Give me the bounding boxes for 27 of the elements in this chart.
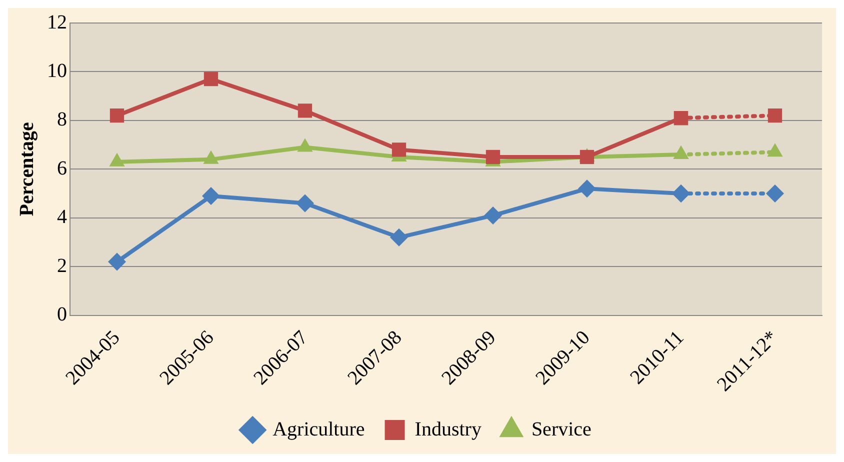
point [204, 72, 218, 86]
y-tick-label: 12 [47, 11, 67, 34]
point [486, 150, 500, 164]
y-tick-label: 6 [57, 157, 67, 180]
y-tick-label: 4 [57, 206, 67, 228]
y-axis-title: Percentage [16, 122, 38, 216]
point [766, 184, 784, 203]
point [578, 180, 596, 198]
y-tick-label: 8 [57, 108, 67, 131]
legend-label: Industry [414, 418, 482, 440]
point [580, 150, 594, 164]
legend-label: Service [531, 418, 592, 440]
point [392, 142, 406, 157]
point [110, 108, 124, 123]
point [674, 110, 688, 126]
y-tick-label: 2 [57, 254, 67, 277]
point [484, 206, 502, 224]
y-tick-label: 10 [47, 60, 67, 82]
point [296, 194, 314, 212]
point [108, 252, 126, 271]
point [672, 184, 690, 203]
point [390, 228, 408, 246]
point [202, 186, 220, 205]
point [768, 108, 782, 123]
y-tick-label: 0 [57, 304, 67, 326]
point [298, 104, 312, 118]
legend-label: Agriculture [272, 418, 365, 440]
